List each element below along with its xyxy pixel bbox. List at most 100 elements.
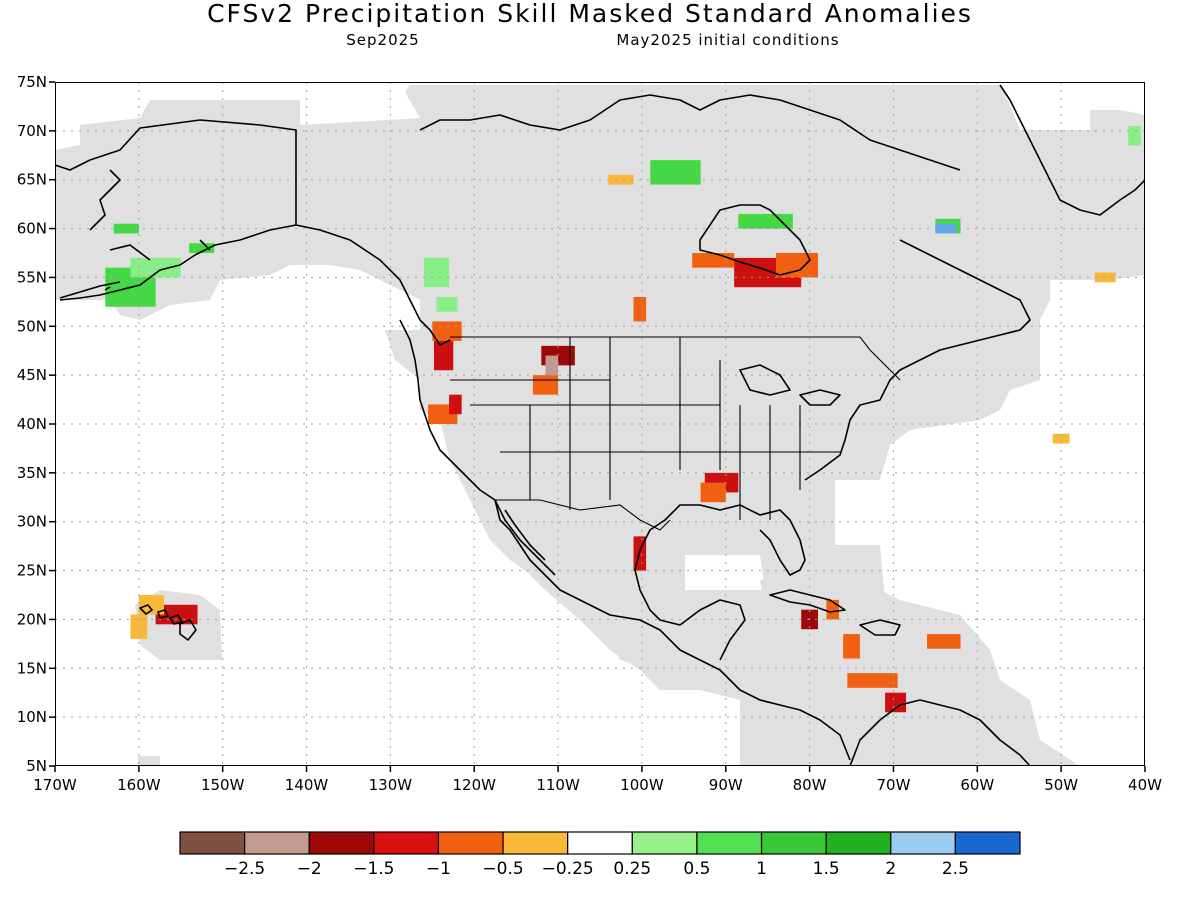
map-plot-area: [55, 82, 1145, 766]
coastlines-layer: [55, 84, 1145, 766]
mask-gap-pacific-south: [55, 680, 740, 766]
anomaly-cell-11: [692, 253, 735, 268]
mask-gap-atlantic: [960, 500, 1145, 766]
colorbar-label-7: 0.5: [683, 859, 710, 879]
mask-gaps-layer: [55, 330, 1145, 766]
lat-tick-label-2: 65N: [17, 171, 47, 189]
colorbar-label-6: 0.25: [613, 859, 651, 879]
lat-tick-label-3: 60N: [17, 220, 47, 238]
coastline-hispaniola: [859, 619, 901, 636]
coastline-hudson-bay: [699, 204, 811, 276]
figure-subtitle-period: Sep2025: [346, 31, 419, 49]
lat-tick-label-6: 45N: [17, 366, 47, 384]
colorbar-swatch-1: [244, 831, 310, 855]
lon-tick-label-12: 50W: [1044, 776, 1078, 794]
coastline-east: [804, 239, 1031, 481]
colorbar-swatch-4: [437, 831, 504, 855]
anomaly-cell-8: [700, 482, 726, 503]
lat-tick-label-5: 50N: [17, 317, 47, 335]
colorbar-swatch-11: [890, 831, 956, 855]
colorbar-label-10: 2: [885, 859, 896, 879]
border-us-canada: [450, 336, 901, 381]
coastline-pacific-nw: [399, 319, 851, 761]
lon-tick-label-13: 40W: [1128, 776, 1162, 794]
figure-subtitle-initial-conditions: May2025 initial conditions: [616, 31, 839, 49]
lon-tick-label-5: 120W: [452, 776, 496, 794]
border-us-states: [450, 337, 840, 520]
colorbar-label-8: 1: [756, 859, 767, 879]
colorbar-swatch-8: [696, 831, 763, 855]
coastline-greenland: [999, 84, 1145, 216]
colorbar-swatch-12: [954, 831, 1021, 855]
colorbar: −2.5 −2 −1.5 −1 −0.5 −0.25 0.25 0.5 1 1.5 2 2.5: [179, 831, 1021, 879]
coastline-gulf: [634, 504, 806, 661]
border-us-mexico: [495, 499, 671, 531]
colorbar-swatch-6: [567, 831, 633, 855]
lat-tick-label-1: 70N: [17, 122, 47, 140]
lat-tick-label-9: 30N: [17, 513, 47, 531]
lon-tick-label-8: 90W: [709, 776, 743, 794]
coastline-aleutians: [59, 281, 121, 299]
anomaly-cell-5: [545, 355, 559, 376]
anomaly-cell-33: [935, 223, 957, 234]
anomaly-cell-18: [826, 599, 839, 620]
colorbar-label-2: −1.5: [353, 859, 394, 879]
colorbar-swatch-10: [825, 831, 892, 855]
colorbar-swatch-7: [631, 831, 698, 855]
colorbar-label-4: −0.5: [482, 859, 523, 879]
anomaly-cell-14: [738, 213, 793, 229]
lon-tick-label-2: 150W: [201, 776, 245, 794]
anomaly-cell-16: [608, 174, 634, 185]
colorbar-label-0: −2.5: [224, 859, 265, 879]
mask-gap-pacific: [55, 330, 610, 680]
coastline-alaska: [55, 119, 451, 346]
political-borders-layer: [450, 336, 901, 531]
anomaly-cell-19: [843, 634, 860, 659]
anomaly-cell-24: [138, 595, 164, 615]
coastline-arctic: [419, 94, 961, 171]
mask-gap-gulf: [685, 555, 765, 590]
anomaly-cell-23: [155, 604, 198, 625]
mask-central-america: [580, 600, 850, 766]
colorbar-label-1: −2: [297, 859, 322, 879]
lon-tick-label-10: 70W: [877, 776, 911, 794]
anomaly-cell-20: [847, 673, 898, 688]
lat-tick-label-0: 75N: [17, 73, 47, 91]
colorbar-swatch-2: [308, 831, 375, 855]
mask-small-patch: [138, 756, 160, 766]
anomaly-cell-35: [1128, 125, 1141, 146]
anomaly-cell-13: [633, 296, 647, 322]
lat-tick-label-12: 15N: [17, 659, 47, 677]
anomaly-cell-15: [650, 160, 701, 185]
colorbar-swatch-5: [502, 831, 569, 855]
lon-tick-label-1: 160W: [117, 776, 161, 794]
anomaly-cell-28: [113, 223, 139, 234]
colorbar-label-9: 1.5: [813, 859, 840, 879]
anomaly-cell-6: [532, 375, 559, 395]
colorbar-label-5: −0.25: [542, 859, 594, 879]
lat-tick-label-10: 25N: [17, 562, 47, 580]
lon-tick-label-7: 100W: [620, 776, 664, 794]
axes: 75N 70N 65N 60N 55N 50N 45N 40N 35N 30N 25N 20N 15N 1…: [17, 73, 1162, 794]
coastline-cuba: [769, 589, 846, 613]
lat-tick-label-14: 5N: [26, 757, 47, 775]
lat-tick-label-7: 40N: [17, 415, 47, 433]
lon-tick-label-0: 170W: [33, 776, 77, 794]
anomaly-cell-22: [927, 634, 961, 649]
lat-tick-label-11: 20N: [17, 610, 47, 628]
colorbar-swatch-0: [179, 831, 246, 855]
anomaly-cell-29: [189, 243, 215, 253]
lat-tick-label-8: 35N: [17, 464, 47, 482]
colorbar-swatch-3: [373, 831, 440, 855]
anomaly-cell-12: [776, 253, 818, 278]
anomaly-cell-1: [432, 321, 462, 341]
anomaly-cell-21: [885, 692, 907, 713]
lon-tick-label-11: 60W: [960, 776, 994, 794]
lat-tick-label-13: 10N: [17, 708, 47, 726]
lon-tick-label-3: 140W: [285, 776, 329, 794]
anomaly-cell-36: [1052, 433, 1070, 444]
coastline-baja: [494, 499, 556, 576]
coastline-great-lakes: [739, 364, 841, 406]
coastline-south-america: [849, 699, 1031, 766]
lon-tick-label-6: 110W: [536, 776, 580, 794]
